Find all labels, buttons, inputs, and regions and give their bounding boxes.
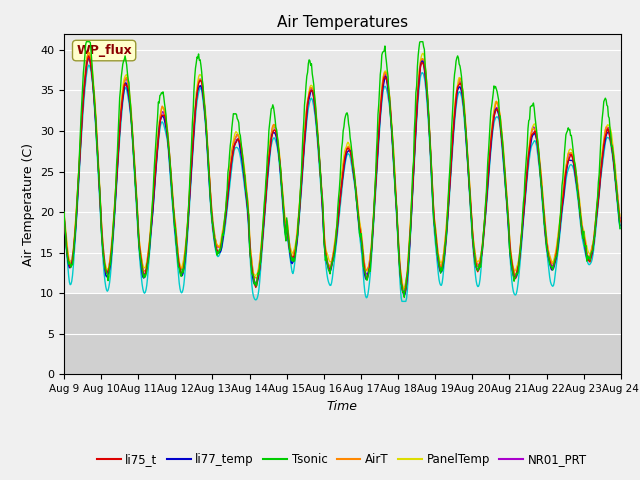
- Legend: AM25T_PRT: AM25T_PRT: [92, 476, 198, 480]
- Bar: [64, 293, 621, 374]
- X-axis label: Time: Time: [327, 400, 358, 413]
- Y-axis label: Air Temperature (C): Air Temperature (C): [22, 143, 35, 265]
- Title: Air Temperatures: Air Temperatures: [277, 15, 408, 30]
- Text: WP_flux: WP_flux: [76, 44, 132, 57]
